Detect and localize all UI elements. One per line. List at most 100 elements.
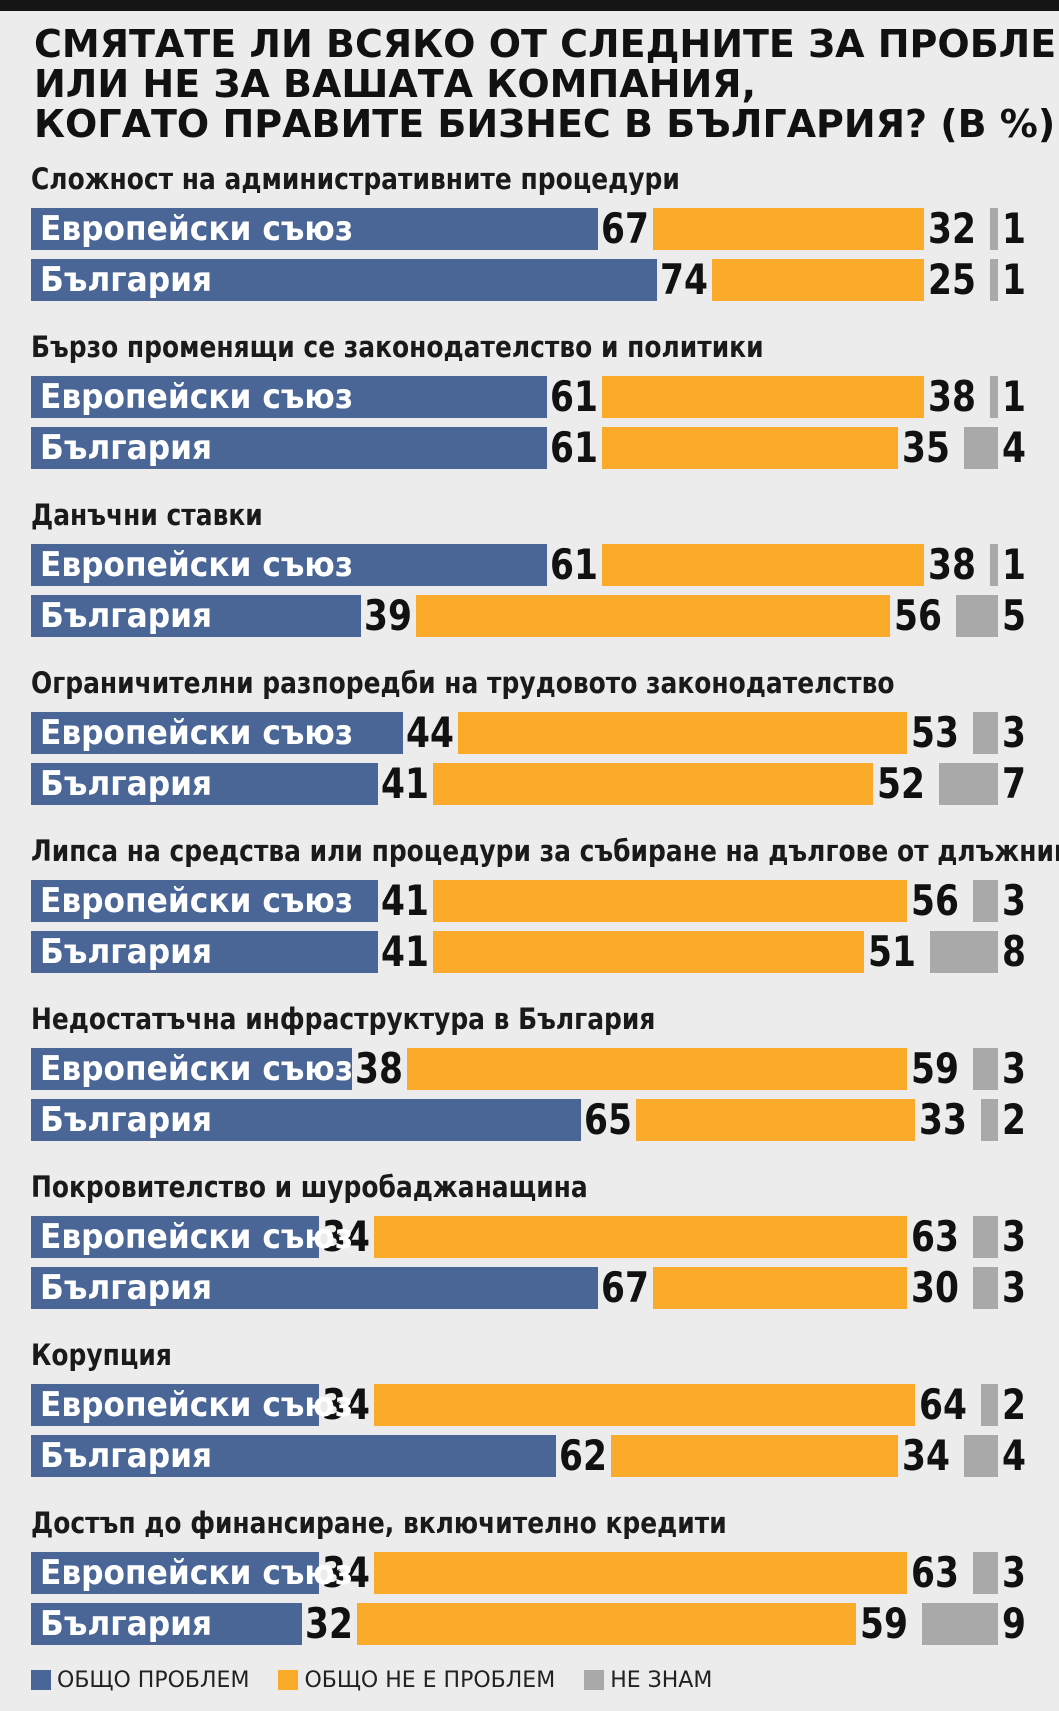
chart-title: СМЯТАТЕ ЛИ ВСЯКО ОТ СЛЕДНИТЕ ЗА ПРОБЛЕМ … [34, 24, 1059, 144]
bar-not-problem [602, 376, 924, 418]
group-label: Липса на средства или процедури за събир… [31, 834, 1059, 868]
bar-dont-know [964, 427, 998, 469]
bar-dont-know [955, 595, 998, 637]
value-label-dont-know: 3 [1002, 1044, 1026, 1093]
bar-row: 41 52 7 България [0, 759, 1059, 808]
value-label-not-problem: 38 [927, 540, 976, 589]
row-label: Европейски съюз [40, 1217, 354, 1257]
bar-not-problem [602, 544, 924, 586]
bar-not-problem [602, 427, 899, 469]
bar-problem [31, 931, 378, 973]
value-label-dont-know: 7 [1002, 759, 1026, 808]
value-label-problem: 61 [550, 540, 598, 589]
bar-not-problem [432, 931, 865, 973]
bar-problem [31, 712, 404, 754]
value-label-dont-know: 8 [1002, 927, 1026, 976]
group-label: Достъп до финансиране, включително креди… [31, 1506, 727, 1540]
row-label: Европейски съюз [40, 1049, 354, 1089]
legend-swatch-not-problem [278, 1670, 299, 1690]
value-label-dont-know: 1 [1002, 255, 1026, 304]
bar-problem [31, 208, 598, 250]
bar-problem [31, 595, 361, 637]
bar-dont-know [964, 1435, 998, 1477]
bar-not-problem [373, 1384, 916, 1426]
value-label-not-problem: 25 [927, 255, 976, 304]
value-label-dont-know: 4 [1002, 423, 1026, 472]
bar-dont-know [989, 208, 998, 250]
bar-row: 61 35 4 България [0, 423, 1059, 472]
bar-problem [31, 376, 548, 418]
bar-row: 41 51 8 България [0, 927, 1059, 976]
value-label-not-problem: 52 [876, 759, 925, 808]
row-label: България [40, 428, 213, 468]
row-label: България [40, 596, 213, 636]
bar-problem [31, 544, 548, 586]
group-label: Ограничителни разпоредби на трудовото за… [31, 666, 895, 700]
value-label-problem: 61 [550, 372, 598, 421]
bar-problem [31, 259, 658, 301]
value-label-problem: 34 [321, 1548, 370, 1597]
bar-problem [31, 1384, 319, 1426]
bar-row: 62 34 4 България [0, 1431, 1059, 1480]
row-label: Европейски съюз [40, 545, 354, 585]
value-label-not-problem: 59 [910, 1044, 959, 1093]
bar-row: 41 56 3 Европейски съюз [0, 876, 1059, 925]
value-label-dont-know: 3 [1002, 708, 1026, 757]
bar-row: 61 38 1 Европейски съюз [0, 540, 1059, 589]
bar-dont-know [972, 1048, 998, 1090]
value-label-problem: 32 [304, 1599, 353, 1648]
legend-item-problem: ОБЩО ПРОБЛЕМ [31, 1667, 249, 1695]
bar-dont-know [930, 931, 998, 973]
bar-not-problem [652, 208, 924, 250]
bar-row: 74 25 1 България [0, 255, 1059, 304]
value-label-problem: 62 [558, 1431, 607, 1480]
bar-not-problem [432, 763, 873, 805]
value-label-not-problem: 53 [910, 708, 959, 757]
legend: ОБЩО ПРОБЛЕМ ОБЩО НЕ Е ПРОБЛЕМ НЕ ЗНАМ [31, 1667, 734, 1695]
value-label-dont-know: 1 [1002, 372, 1026, 421]
bar-row: 34 63 3 Европейски съюз [0, 1548, 1059, 1597]
bar-problem [31, 1435, 556, 1477]
group-label: Покровителство и шуробаджанащина [31, 1170, 588, 1204]
bar-not-problem [415, 595, 890, 637]
bar-problem [31, 1603, 302, 1645]
value-label-problem: 67 [600, 1263, 649, 1312]
bar-problem [31, 763, 378, 805]
value-label-dont-know: 2 [1002, 1380, 1026, 1429]
row-label: България [40, 932, 213, 972]
value-label-problem: 38 [355, 1044, 404, 1093]
bar-dont-know [972, 1267, 998, 1309]
bar-row: 39 56 5 България [0, 591, 1059, 640]
value-label-problem: 65 [583, 1095, 632, 1144]
value-label-dont-know: 5 [1002, 591, 1026, 640]
value-label-not-problem: 63 [910, 1212, 959, 1261]
value-label-problem: 61 [550, 423, 598, 472]
legend-label-problem: ОБЩО ПРОБЛЕМ [57, 1668, 250, 1693]
bar-not-problem [356, 1603, 856, 1645]
bar-dont-know [972, 712, 998, 754]
value-label-not-problem: 64 [919, 1380, 968, 1429]
bar-row: 32 59 9 България [0, 1599, 1059, 1648]
value-label-dont-know: 3 [1002, 1548, 1026, 1597]
row-label: Европейски съюз [40, 209, 354, 249]
bar-row: 67 32 1 Европейски съюз [0, 204, 1059, 253]
bar-not-problem [407, 1048, 907, 1090]
row-label: България [40, 260, 213, 300]
bar-problem [31, 427, 548, 469]
bar-row: 38 59 3 Европейски съюз [0, 1044, 1059, 1093]
top-rule [0, 0, 1059, 11]
bar-not-problem [432, 880, 907, 922]
value-label-problem: 41 [380, 876, 429, 925]
bar-not-problem [373, 1552, 907, 1594]
value-label-not-problem: 32 [927, 204, 976, 253]
bar-not-problem [610, 1435, 899, 1477]
legend-label-dont-know: НЕ ЗНАМ [610, 1668, 713, 1693]
bar-problem [31, 1552, 319, 1594]
bar-dont-know [938, 763, 998, 805]
bar-dont-know [972, 880, 998, 922]
value-label-dont-know: 9 [1002, 1599, 1026, 1648]
value-label-dont-know: 1 [1002, 204, 1026, 253]
bar-row: 65 33 2 България [0, 1095, 1059, 1144]
bar-row: 34 63 3 Европейски съюз [0, 1212, 1059, 1261]
value-label-problem: 74 [660, 255, 708, 304]
